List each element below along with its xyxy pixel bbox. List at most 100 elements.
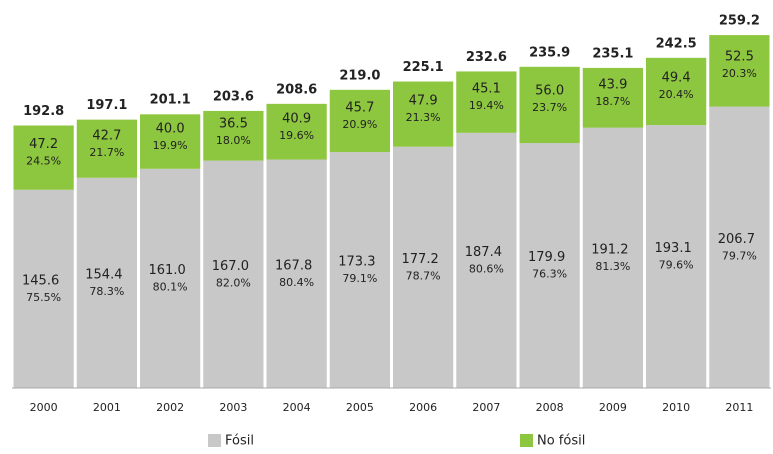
share-label: 76.3% <box>532 268 567 281</box>
share-label: 78.7% <box>406 269 441 282</box>
bar-segment <box>393 81 454 147</box>
value-label: 145.6 <box>22 273 59 288</box>
x-tick-label: 2010 <box>662 401 690 414</box>
bar-segment <box>393 146 454 388</box>
share-label: 75.5% <box>26 291 61 304</box>
share-label: 79.1% <box>342 272 377 285</box>
total-label: 242.5 <box>656 36 697 51</box>
value-label: 167.8 <box>275 258 312 273</box>
value-label: 173.3 <box>338 255 375 270</box>
share-label: 80.6% <box>469 262 504 275</box>
bar-segment <box>582 67 643 128</box>
total-label: 201.1 <box>150 93 191 108</box>
x-tick-label: 2000 <box>30 401 58 414</box>
value-label: 161.0 <box>149 263 186 278</box>
share-label: 18.0% <box>216 134 251 147</box>
share-label: 19.4% <box>469 99 504 112</box>
value-label: 49.4 <box>662 71 691 86</box>
value-label: 56.0 <box>535 83 564 98</box>
total-label: 192.8 <box>23 104 64 119</box>
total-label: 225.1 <box>403 60 444 75</box>
bar-segment <box>76 119 137 178</box>
share-label: 19.6% <box>279 129 314 142</box>
bar-segment <box>266 159 327 388</box>
share-label: 20.9% <box>342 118 377 131</box>
x-tick-label: 2009 <box>599 401 627 414</box>
legend-label: No fósil <box>537 434 585 449</box>
value-label: 154.4 <box>85 267 122 282</box>
bar-segment <box>140 114 201 169</box>
x-tick-label: 2011 <box>725 401 753 414</box>
total-label: 259.2 <box>719 14 760 29</box>
bar-segment <box>646 125 707 389</box>
share-label: 21.3% <box>406 111 441 124</box>
bar-segment <box>203 110 264 161</box>
total-label: 203.6 <box>213 89 254 104</box>
share-label: 20.3% <box>722 67 757 80</box>
bar-segment <box>456 71 517 133</box>
value-label: 47.9 <box>409 93 438 108</box>
value-label: 52.5 <box>725 50 754 65</box>
bar-segment <box>76 177 137 388</box>
share-label: 24.5% <box>26 154 61 167</box>
share-label: 80.4% <box>279 276 314 289</box>
share-label: 20.4% <box>659 88 694 101</box>
value-label: 40.9 <box>282 112 311 127</box>
value-label: 43.9 <box>598 78 627 93</box>
x-tick-label: 2002 <box>156 401 184 414</box>
value-label: 177.2 <box>402 252 439 267</box>
bar-segment <box>203 160 264 388</box>
bar-segment <box>456 132 517 388</box>
total-label: 219.0 <box>339 68 380 83</box>
share-label: 79.6% <box>659 259 694 272</box>
bar-segment <box>646 57 707 126</box>
share-label: 21.7% <box>89 146 124 159</box>
total-label: 235.9 <box>529 45 570 60</box>
bar-segment <box>266 103 327 160</box>
x-tick-label: 2005 <box>346 401 374 414</box>
x-tick-label: 2006 <box>409 401 437 414</box>
x-tick-label: 2003 <box>219 401 247 414</box>
value-label: 45.7 <box>345 100 374 115</box>
share-label: 19.9% <box>153 139 188 152</box>
total-label: 197.1 <box>86 98 127 113</box>
total-label: 232.6 <box>466 50 507 65</box>
share-label: 79.7% <box>722 249 757 262</box>
bar-segment <box>582 127 643 389</box>
bar-segment <box>709 35 770 107</box>
share-label: 23.7% <box>532 101 567 114</box>
value-label: 40.0 <box>156 122 185 137</box>
share-label: 81.3% <box>595 260 630 273</box>
x-tick-label: 2008 <box>536 401 564 414</box>
x-tick-label: 2004 <box>283 401 311 414</box>
value-label: 42.7 <box>92 129 121 144</box>
bar-segment <box>519 143 580 388</box>
value-label: 187.4 <box>465 245 502 260</box>
value-label: 206.7 <box>718 232 755 247</box>
bar-segment <box>140 168 201 388</box>
bar-segment <box>329 152 390 388</box>
bar-segment <box>329 89 390 153</box>
legend-swatch <box>208 434 221 447</box>
value-label: 36.5 <box>219 116 248 131</box>
value-label: 193.1 <box>655 241 692 256</box>
legend-swatch <box>520 434 533 447</box>
bar-segment <box>13 189 74 388</box>
share-label: 80.1% <box>153 280 188 293</box>
share-label: 82.0% <box>216 276 251 289</box>
bar-segment <box>709 106 770 388</box>
legend-label: Fósil <box>225 434 254 449</box>
x-tick-label: 2007 <box>472 401 500 414</box>
total-label: 235.1 <box>592 46 633 61</box>
value-label: 47.2 <box>29 137 58 152</box>
total-label: 208.6 <box>276 82 317 97</box>
value-label: 191.2 <box>591 242 628 257</box>
share-label: 78.3% <box>89 285 124 298</box>
share-label: 18.7% <box>595 95 630 108</box>
value-label: 45.1 <box>472 82 501 97</box>
value-label: 167.0 <box>212 259 249 274</box>
bar-segment <box>13 125 74 190</box>
x-tick-label: 2001 <box>93 401 121 414</box>
value-label: 179.9 <box>528 250 565 265</box>
